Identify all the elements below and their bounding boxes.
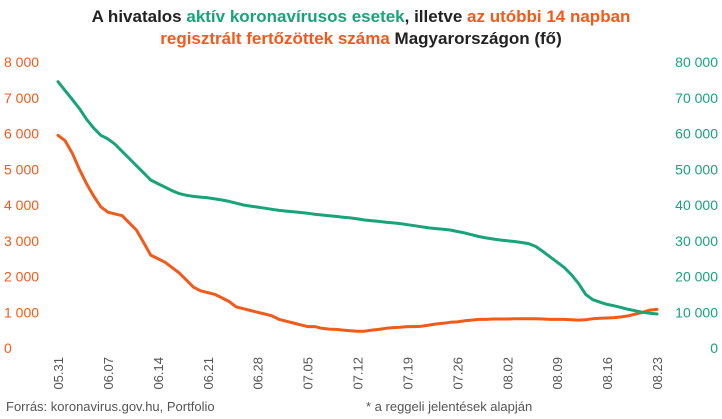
title-part-orange-2: regisztrált fertőzöttek száma	[160, 29, 390, 48]
right-tick-label: 30 000	[675, 233, 718, 249]
left-tick-label: 5 000	[4, 161, 39, 177]
title-part-green: aktív koronavírusos esetek	[186, 7, 405, 26]
x-tick-label: 08.16	[600, 357, 615, 390]
left-y-axis: 0 1 000 2 000 3 000 4 000 5 000 6 000 7 000 8 00…	[4, 54, 39, 356]
x-tick-label: 05.31	[51, 357, 66, 390]
title-part-1: A hivatalos	[91, 7, 187, 26]
title-part-orange-1: az utóbbi 14 napban	[467, 7, 631, 26]
title-part-6: Magyarországon (fő)	[389, 29, 562, 48]
left-tick-label: 1 000	[4, 304, 39, 320]
x-tick-label: 08.02	[500, 357, 515, 390]
x-tick-label: 06.07	[101, 357, 116, 390]
x-axis: 05.31 06.07 06.14 06.21 06.28 07.05 07.12 07.19…	[51, 357, 665, 390]
x-tick-label: 08.09	[550, 357, 565, 390]
x-tick-label: 06.14	[151, 357, 166, 390]
left-tick-label: 4 000	[4, 197, 39, 213]
left-tick-label: 2 000	[4, 269, 39, 285]
right-tick-label: 50 000	[675, 161, 718, 177]
right-tick-label: 0	[710, 340, 718, 356]
right-tick-label: 40 000	[675, 197, 718, 213]
source-note: Forrás: koronavirus.gov.hu, Portfolio	[6, 399, 215, 414]
active-cases-line	[56, 80, 659, 316]
x-tick-label: 07.26	[450, 357, 465, 390]
left-tick-label: 3 000	[4, 233, 39, 249]
right-tick-label: 70 000	[675, 90, 718, 106]
title-line-1: A hivatalos aktív koronavírusos esetek, …	[0, 6, 722, 28]
x-tick-label: 06.21	[201, 357, 216, 390]
x-tick-label: 07.19	[400, 357, 415, 390]
footnote: * a reggeli jelentések alapján	[366, 399, 533, 414]
right-y-axis: 0 10 000 20 000 30 000 40 000 50 000 60 000 70 …	[675, 54, 718, 356]
x-tick-label: 06.28	[251, 357, 266, 390]
right-tick-label: 80 000	[675, 54, 718, 70]
x-tick-label: 07.12	[351, 357, 366, 390]
title-part-3: , illetve	[404, 7, 468, 26]
chart-title: A hivatalos aktív koronavírusos esetek, …	[0, 6, 722, 50]
right-tick-label: 60 000	[675, 126, 718, 142]
left-tick-label: 6 000	[4, 126, 39, 142]
left-tick-label: 8 000	[4, 54, 39, 70]
right-tick-label: 10 000	[675, 304, 718, 320]
plot-lines	[56, 80, 659, 333]
right-tick-label: 20 000	[675, 269, 718, 285]
left-tick-label: 0	[4, 340, 12, 356]
x-tick-label: 08.23	[650, 357, 665, 390]
x-tick-label: 07.05	[301, 357, 316, 390]
new-cases-14d-line	[56, 133, 659, 333]
title-line-2: regisztrált fertőzöttek száma Magyarorsz…	[0, 28, 722, 50]
left-tick-label: 7 000	[4, 90, 39, 106]
